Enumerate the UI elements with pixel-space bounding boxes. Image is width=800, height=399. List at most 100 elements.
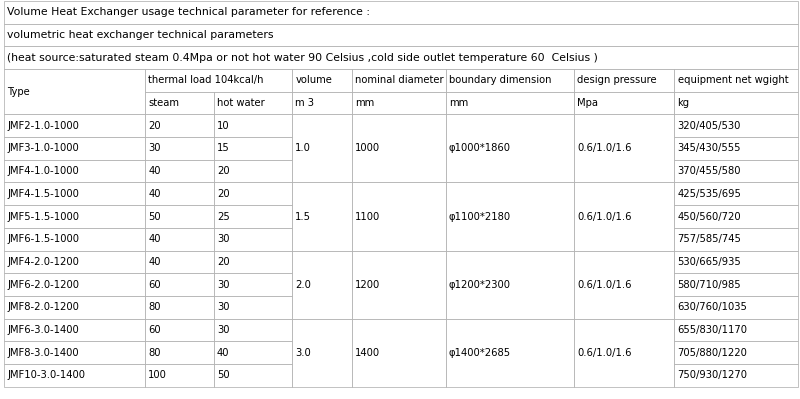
Bar (4, 1, 798, 24)
Bar (292, 115, 352, 182)
Bar (145, 342, 214, 364)
Text: m 3: m 3 (295, 98, 314, 108)
Bar (145, 69, 292, 92)
Bar (214, 115, 292, 137)
Text: 80: 80 (148, 348, 161, 358)
Text: 20: 20 (148, 120, 161, 131)
Text: volume: volume (295, 75, 332, 85)
Bar (674, 137, 798, 160)
Bar (446, 115, 574, 182)
Text: JMF6-3.0-1400: JMF6-3.0-1400 (7, 325, 79, 335)
Bar (214, 364, 292, 387)
Text: 0.6/1.0/1.6: 0.6/1.0/1.6 (578, 348, 632, 358)
Bar (4, 137, 145, 160)
Text: design pressure: design pressure (578, 75, 657, 85)
Bar (214, 160, 292, 182)
Text: kg: kg (678, 98, 690, 108)
Text: φ1400*2685: φ1400*2685 (449, 348, 511, 358)
Bar (214, 296, 292, 319)
Text: JMF10-3.0-1400: JMF10-3.0-1400 (7, 371, 86, 381)
Bar (145, 115, 214, 137)
Bar (214, 273, 292, 296)
Bar (4, 182, 145, 205)
Bar (4, 24, 798, 46)
Bar (4, 160, 145, 182)
Text: JMF3-1.0-1000: JMF3-1.0-1000 (7, 143, 79, 153)
Bar (674, 228, 798, 251)
Bar (145, 137, 214, 160)
Text: boundary dimension: boundary dimension (449, 75, 551, 85)
Text: volumetric heat exchanger technical parameters: volumetric heat exchanger technical para… (7, 30, 274, 40)
Bar (4, 296, 145, 319)
Text: 3.0: 3.0 (295, 348, 311, 358)
Text: 20: 20 (217, 257, 230, 267)
Bar (674, 296, 798, 319)
Text: 15: 15 (217, 143, 230, 153)
Bar (145, 160, 214, 182)
Bar (674, 182, 798, 205)
Text: 450/560/720: 450/560/720 (678, 211, 742, 221)
Bar (145, 273, 214, 296)
Bar (4, 228, 145, 251)
Bar (574, 319, 674, 387)
Text: 1100: 1100 (355, 211, 381, 221)
Bar (674, 251, 798, 273)
Text: thermal load 104kcal/h: thermal load 104kcal/h (148, 75, 264, 85)
Text: hot water: hot water (217, 98, 265, 108)
Text: 50: 50 (217, 371, 230, 381)
Bar (352, 69, 446, 92)
Bar (352, 251, 446, 319)
Text: 60: 60 (148, 325, 161, 335)
Bar (4, 251, 145, 273)
Text: 345/430/555: 345/430/555 (678, 143, 741, 153)
Text: 655/830/1170: 655/830/1170 (678, 325, 748, 335)
Text: Mpa: Mpa (578, 98, 598, 108)
Bar (352, 319, 446, 387)
Bar (574, 92, 674, 115)
Bar (4, 69, 145, 115)
Text: 757/585/745: 757/585/745 (678, 234, 742, 244)
Text: 10: 10 (217, 120, 230, 131)
Bar (145, 251, 214, 273)
Text: 370/455/580: 370/455/580 (678, 166, 741, 176)
Bar (292, 251, 352, 319)
Text: 320/405/530: 320/405/530 (678, 120, 741, 131)
Text: 30: 30 (217, 325, 230, 335)
Text: 40: 40 (148, 257, 161, 267)
Bar (674, 364, 798, 387)
Bar (214, 228, 292, 251)
Text: 1.0: 1.0 (295, 143, 311, 153)
Text: 0.6/1.0/1.6: 0.6/1.0/1.6 (578, 280, 632, 290)
Bar (145, 182, 214, 205)
Text: 60: 60 (148, 280, 161, 290)
Bar (4, 319, 145, 342)
Text: 1.5: 1.5 (295, 211, 311, 221)
Text: steam: steam (148, 98, 179, 108)
Bar (674, 319, 798, 342)
Text: JMF4-1.0-1000: JMF4-1.0-1000 (7, 166, 79, 176)
Text: JMF6-1.5-1000: JMF6-1.5-1000 (7, 234, 79, 244)
Text: 20: 20 (217, 189, 230, 199)
Text: φ1100*2180: φ1100*2180 (449, 211, 511, 221)
Text: 1200: 1200 (355, 280, 381, 290)
Text: 40: 40 (148, 234, 161, 244)
Bar (4, 364, 145, 387)
Text: JMF4-2.0-1200: JMF4-2.0-1200 (7, 257, 79, 267)
Bar (674, 205, 798, 228)
Text: 50: 50 (148, 211, 161, 221)
Bar (214, 92, 292, 115)
Text: φ1000*1860: φ1000*1860 (449, 143, 510, 153)
Text: 80: 80 (148, 302, 161, 312)
Text: JMF2-1.0-1000: JMF2-1.0-1000 (7, 120, 79, 131)
Text: JMF6-2.0-1200: JMF6-2.0-1200 (7, 280, 79, 290)
Bar (292, 69, 352, 92)
Text: 705/880/1220: 705/880/1220 (678, 348, 747, 358)
Text: mm: mm (449, 98, 468, 108)
Bar (292, 92, 352, 115)
Text: 40: 40 (148, 166, 161, 176)
Text: JMF4-1.5-1000: JMF4-1.5-1000 (7, 189, 79, 199)
Text: 750/930/1270: 750/930/1270 (678, 371, 748, 381)
Text: 20: 20 (217, 166, 230, 176)
Bar (4, 273, 145, 296)
Bar (4, 46, 798, 69)
